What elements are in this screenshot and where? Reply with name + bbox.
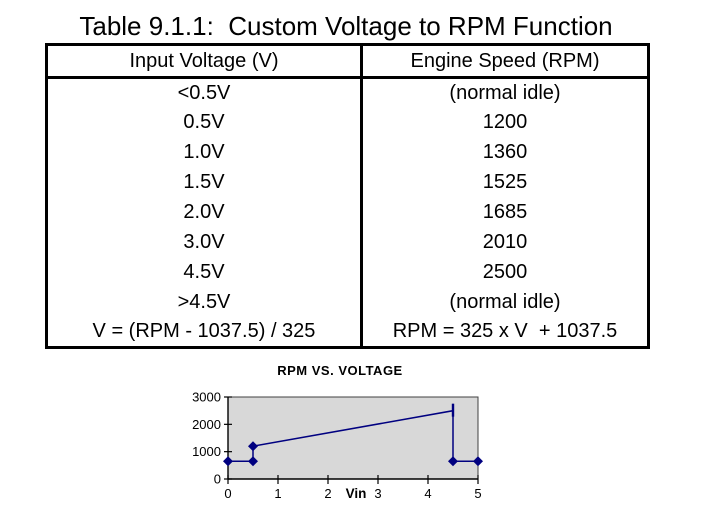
voltage-cell: 2.0V — [45, 197, 363, 228]
voltage-cell: 4.5V — [45, 257, 363, 288]
rpm-cell: (normal idle) — [360, 77, 650, 108]
data-point-marker — [223, 456, 233, 467]
table-row: >4.5V (normal idle) — [45, 287, 650, 318]
table-row: <0.5V (normal idle) — [45, 77, 650, 108]
voltage-cell: <0.5V — [45, 77, 363, 108]
rpm-cell: 1360 — [360, 137, 650, 168]
data-point-marker — [248, 456, 258, 467]
rpm-cell: (normal idle) — [360, 287, 650, 318]
plot-area — [227, 396, 479, 480]
y-tick-label: 3000 — [192, 390, 221, 405]
voltage-rpm-table: Input Voltage (V) Engine Speed (RPM) <0.… — [45, 43, 650, 349]
y-tick-label: 0 — [214, 472, 221, 487]
voltage-cell: >4.5V — [45, 287, 363, 318]
voltage-cell: 1.0V — [45, 137, 363, 168]
rpm-voltage-chart: 0 1000 2000 3000 0 1 2 3 4 5 Vin — [192, 390, 483, 501]
table-row: 1.5V 1525 — [45, 167, 650, 198]
table-row: 1.0V 1360 — [45, 137, 650, 168]
chart-title: RPM VS. VOLTAGE — [277, 363, 403, 378]
table-row: 0.5V 1200 — [45, 107, 650, 138]
col-header-input-voltage: Input Voltage (V) — [45, 43, 363, 79]
y-tick-label: 1000 — [192, 444, 221, 459]
data-point-dash-marker — [451, 403, 455, 417]
col-header-engine-speed: Engine Speed (RPM) — [360, 43, 650, 79]
page-title: Table 9.1.1: Custom Voltage to RPM Funct… — [79, 11, 613, 41]
x-tick-label: 5 — [474, 486, 481, 501]
table-row: V = (RPM - 1037.5) / 325 RPM = 325 x V +… — [45, 317, 650, 349]
y-tick-label: 2000 — [192, 417, 221, 432]
x-tick-label: 0 — [224, 486, 231, 501]
table-row: 3.0V 2010 — [45, 227, 650, 258]
rpm-formula-cell: RPM = 325 x V + 1037.5 — [360, 317, 650, 349]
x-tick-label: 3 — [374, 486, 381, 501]
rpm-cell: 2010 — [360, 227, 650, 258]
x-tick-label: 2 — [324, 486, 331, 501]
voltage-formula-cell: V = (RPM - 1037.5) / 325 — [45, 317, 363, 349]
table-header-row: Input Voltage (V) Engine Speed (RPM) — [45, 43, 650, 79]
x-tick-label: 1 — [274, 486, 281, 501]
rpm-cell: 1685 — [360, 197, 650, 228]
voltage-cell: 0.5V — [45, 107, 363, 138]
table-row: 2.0V 1685 — [45, 197, 650, 228]
rpm-cell: 1200 — [360, 107, 650, 138]
data-point-marker — [448, 456, 458, 467]
x-axis-title: Vin — [346, 486, 367, 501]
voltage-cell: 1.5V — [45, 167, 363, 198]
data-point-marker — [473, 456, 483, 467]
rpm-cell: 1525 — [360, 167, 650, 198]
rpm-cell: 2500 — [360, 257, 650, 288]
voltage-cell: 3.0V — [45, 227, 363, 258]
data-point-marker — [248, 441, 258, 452]
table-row: 4.5V 2500 — [45, 257, 650, 288]
x-tick-label: 4 — [424, 486, 431, 501]
